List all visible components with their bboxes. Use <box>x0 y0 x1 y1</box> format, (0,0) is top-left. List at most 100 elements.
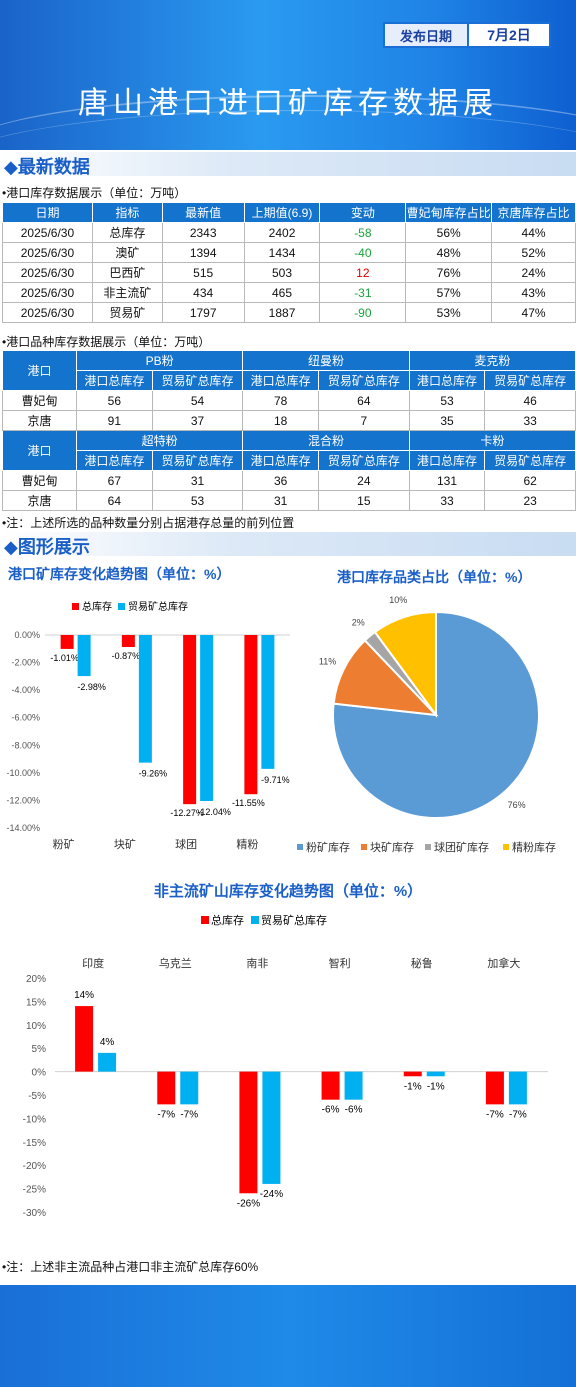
table-header-cell: 曹妃甸库存占比 <box>405 202 493 223</box>
table-cell: 47% <box>491 302 576 323</box>
table-header-cell: 最新值 <box>161 202 245 223</box>
table-cell: 56% <box>405 222 493 243</box>
legend-swatch-trade <box>118 603 125 610</box>
table-header-cell: 超特粉 <box>75 430 244 451</box>
header-banner: 发布日期 7月2日 唐山港口进口矿库存数据展 <box>0 0 576 150</box>
table-cell: 62 <box>484 470 576 491</box>
legend-swatch-total <box>72 603 79 610</box>
publish-date-box: 发布日期 7月2日 <box>383 22 551 48</box>
bar-total <box>321 1071 340 1100</box>
y-tick-label: -25% <box>23 1185 46 1196</box>
table-cell: 78 <box>242 390 320 411</box>
x-category-label: 精粉 <box>236 838 258 851</box>
decor-wave <box>0 110 576 150</box>
table-header-cell: 贸易矿总库存 <box>151 450 244 471</box>
pie-label: 10% <box>389 595 407 605</box>
table-cell: 1797 <box>161 302 245 323</box>
table-cell: 7 <box>318 410 410 431</box>
table-cell: 57% <box>405 282 493 303</box>
x-category-label: 乌克兰 <box>159 956 192 970</box>
bar-total <box>60 635 74 649</box>
bar-trade <box>98 1052 117 1072</box>
table-header-cell: PB粉 <box>75 350 244 371</box>
variety-inventory-table: 港口 PB粉 纽曼粉 麦克粉 港口总库存 贸易矿总库存 港口总库存 贸易矿总库存 港口总库存 贸易… <box>2 350 576 511</box>
table-cell: 2025/6/30 <box>2 302 93 323</box>
chart2-title: 港口库存品类占比（单位：%） <box>337 569 532 585</box>
table-cell: 1887 <box>243 302 321 323</box>
table-cell: 46 <box>484 390 576 411</box>
y-tick-label: -8.00% <box>11 740 40 750</box>
bar-trade <box>138 635 152 763</box>
data-label: -1% <box>427 1081 445 1092</box>
section-header-graphs: ◆图形展示 <box>0 532 576 557</box>
table-header-cell: 上期值(6.9) <box>243 202 321 223</box>
x-category-label: 秘鲁 <box>411 956 433 970</box>
table-cell: 56 <box>76 390 153 411</box>
page-title: 唐山港口进口矿库存数据展 <box>78 87 498 120</box>
table-cell: 24 <box>318 470 410 491</box>
legend-swatch <box>425 844 431 850</box>
table-header-cell: 贸易矿总库存 <box>484 450 576 471</box>
data-label: -7% <box>509 1109 527 1120</box>
table-cell: 76% <box>405 262 493 283</box>
table-cell: 67 <box>76 470 153 491</box>
x-category-label: 加拿大 <box>487 956 520 970</box>
table-note: •注：上述所选的品种数量分别占据港存总量的前列位置 <box>2 516 295 530</box>
table-cell: 曹妃甸 <box>2 470 77 491</box>
publish-date-value: 7月2日 <box>487 27 531 43</box>
port-inventory-table: 日期 指标 最新值 上期值(6.9) 变动 曹妃甸库存占比 京唐库存占比 2025/6/30 总… <box>2 202 576 323</box>
table-cell: 37 <box>151 410 244 431</box>
table-cell: -31 <box>319 282 407 303</box>
table-cell: 18 <box>242 410 320 431</box>
data-label: -7% <box>157 1109 175 1120</box>
table1-caption: •港口库存数据展示（单位：万吨） <box>2 186 187 200</box>
table-cell: 1394 <box>161 242 245 263</box>
table-header-cell: 港口总库存 <box>408 450 486 471</box>
x-category-label: 南非 <box>246 957 268 970</box>
bar-trade <box>261 635 275 769</box>
bar-trade <box>180 1071 199 1105</box>
pie-label: 2% <box>352 617 365 627</box>
chart-port-ore-change: 总库存 贸易矿总库存 0.00% -2.00% -4.00% -6.00% -8.00% -1… <box>6 600 290 851</box>
table-row: 京唐 64 53 31 15 33 23 <box>2 490 576 511</box>
table-cell: 15 <box>318 490 410 511</box>
pie-label: 76% <box>508 800 526 810</box>
legend-swatch <box>297 844 303 850</box>
bar-total <box>244 635 258 795</box>
y-tick-label: -5% <box>28 1091 46 1102</box>
bar-trade <box>344 1071 363 1100</box>
chart3-title: 非主流矿山库存变化趋势图（单位：%） <box>153 883 423 900</box>
y-tick-label: -2.00% <box>11 658 40 668</box>
table-row: 2025/6/30 非主流矿 434 465 -31 57% 43% <box>2 282 576 303</box>
data-label: -6% <box>345 1105 363 1116</box>
table-row: 曹妃甸 67 31 36 24 131 62 <box>2 470 576 491</box>
table-header-cell: 贸易矿总库存 <box>151 370 244 391</box>
data-label: -11.55% <box>232 798 265 808</box>
table-cell: 12 <box>319 262 407 283</box>
table-cell: 31 <box>151 470 244 491</box>
legend-label: 精粉库存 <box>512 840 556 854</box>
data-label: -26% <box>237 1198 260 1209</box>
table-cell: 515 <box>161 262 245 283</box>
bar-total <box>403 1071 422 1077</box>
table-cell: 京唐 <box>2 490 77 511</box>
legend-swatch-total <box>201 916 209 924</box>
table-cell: 2343 <box>161 222 245 243</box>
table-cell: 434 <box>161 282 245 303</box>
y-tick-label: 15% <box>26 997 46 1008</box>
legend-label: 球团矿库存 <box>434 840 489 854</box>
table-cell: 总库存 <box>91 222 163 243</box>
table-row: 京唐 91 37 18 7 35 33 <box>2 410 576 431</box>
table-header-cell: 贸易矿总库存 <box>318 450 410 471</box>
table-cell: 43% <box>491 282 576 303</box>
data-label: 14% <box>74 990 94 1001</box>
table-cell: 23 <box>484 490 576 511</box>
table-header-cell: 港口总库存 <box>242 370 320 391</box>
chart-nonmainstream-change: 总库存 贸易矿总库存 20% 15% 10% 5% 0% -5% -10% -15% -20% -25… <box>23 913 548 1219</box>
legend-label: 粉矿库存 <box>306 840 350 854</box>
table-cell: 2025/6/30 <box>2 242 93 263</box>
y-tick-label: -30% <box>23 1208 46 1219</box>
table-cell: 54 <box>151 390 244 411</box>
legend-label-total: 总库存 <box>82 600 112 613</box>
chart1-title: 港口矿库存变化趋势图（单位：%） <box>8 566 231 582</box>
